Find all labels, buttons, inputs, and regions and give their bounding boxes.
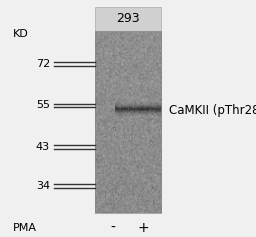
Text: CaMKII (pThr286): CaMKII (pThr286) bbox=[169, 104, 256, 117]
Text: 55: 55 bbox=[36, 100, 50, 110]
Text: 43: 43 bbox=[36, 142, 50, 152]
Bar bbox=[95, 31, 161, 213]
Bar bbox=[95, 7, 161, 31]
Text: 293: 293 bbox=[116, 13, 140, 25]
Text: KD: KD bbox=[13, 29, 29, 39]
Text: -: - bbox=[110, 220, 115, 235]
Text: 72: 72 bbox=[36, 59, 50, 69]
Text: PMA: PMA bbox=[13, 223, 37, 232]
Text: +: + bbox=[137, 220, 149, 235]
Text: 34: 34 bbox=[36, 181, 50, 191]
